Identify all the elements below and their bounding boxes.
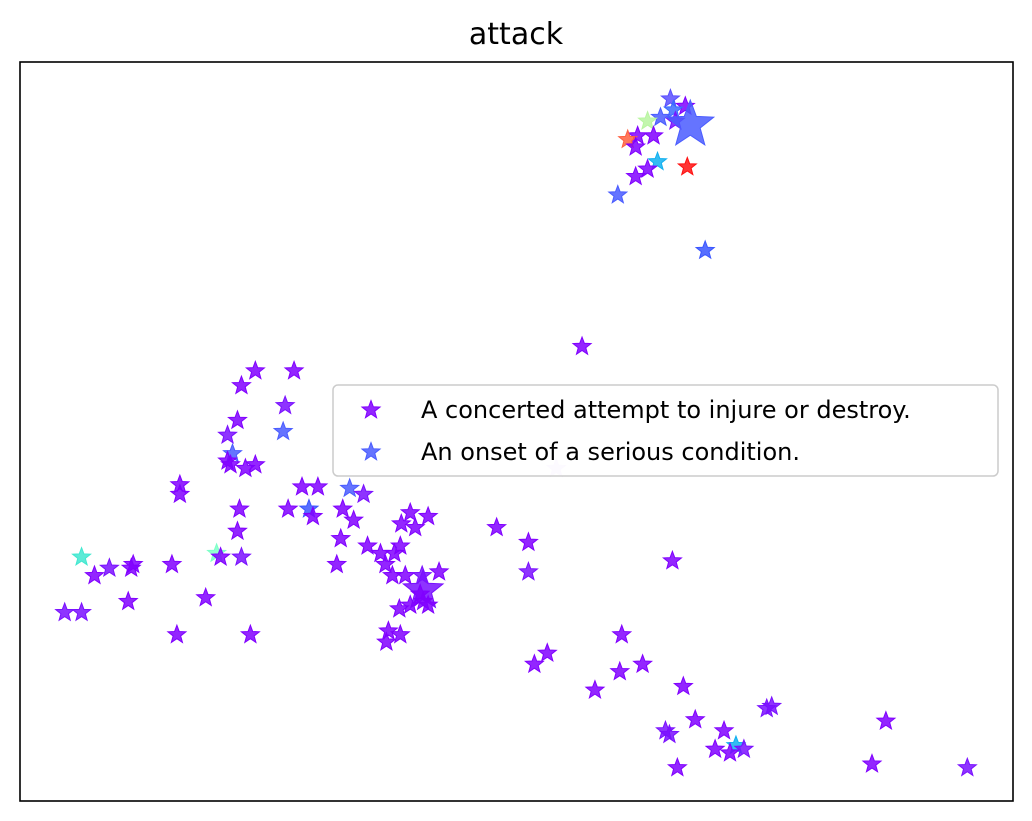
data-point-3: [650, 106, 671, 127]
data-point-102: [704, 738, 726, 759]
data-point-15: [607, 184, 629, 204]
data-point-81: [71, 601, 92, 622]
chart-title: attack: [469, 17, 564, 52]
data-point-46: [404, 516, 426, 537]
data-point-8: [643, 124, 664, 145]
data-point-70: [428, 560, 450, 581]
data-point-55: [231, 546, 252, 566]
data-point-76: [195, 586, 217, 607]
data-point-47: [486, 516, 508, 537]
data-point-36: [353, 483, 374, 504]
data-point-75: [417, 594, 439, 615]
data-point-58: [71, 546, 92, 566]
data-point-59: [662, 549, 683, 570]
legend-label-1: An onset of a serious condition.: [421, 438, 800, 466]
data-point-12: [676, 156, 698, 176]
data-point-32: [169, 483, 191, 504]
data-point-11: [647, 150, 668, 171]
data-point-43: [399, 501, 421, 522]
data-point-10: [625, 136, 647, 156]
data-point-41: [332, 498, 354, 518]
data-point-50: [518, 531, 539, 552]
data-point-37: [229, 498, 250, 518]
data-point-40: [302, 505, 324, 526]
data-point-87: [611, 623, 633, 644]
data-point-22: [227, 409, 248, 430]
data-point-35: [339, 477, 361, 498]
data-point-23: [272, 420, 294, 441]
data-point-98: [659, 723, 680, 744]
data-point-80: [54, 601, 76, 622]
data-point-78: [399, 594, 421, 615]
data-point-91: [609, 660, 631, 681]
legend-label-0: A concerted attempt to injure or destroy…: [421, 396, 911, 424]
points-layer: [54, 88, 978, 777]
legend-star-1: [360, 441, 382, 461]
legend-box: [332, 384, 999, 477]
data-point-77: [117, 590, 139, 611]
data-point-92: [584, 679, 606, 699]
data-point-99: [713, 719, 735, 740]
data-point-65: [98, 557, 120, 578]
data-point-107: [956, 756, 978, 777]
legend: A concerted attempt to injure or destroy…: [332, 384, 999, 477]
data-point-44: [417, 505, 439, 526]
data-point-2: [663, 99, 684, 119]
data-point-38: [277, 498, 299, 518]
data-point-82: [378, 620, 399, 640]
data-point-83: [389, 623, 411, 644]
data-point-14: [625, 165, 647, 186]
data-point-29: [244, 453, 266, 474]
data-point-49: [330, 527, 352, 548]
data-point-5: [637, 110, 658, 130]
data-point-57: [210, 546, 231, 566]
data-point-89: [523, 653, 545, 674]
data-point-16: [694, 239, 716, 260]
data-point-48: [227, 520, 248, 541]
data-point-84: [376, 631, 397, 651]
data-point-62: [120, 557, 142, 578]
data-point-45: [390, 512, 412, 533]
data-point-85: [166, 623, 188, 644]
data-point-54: [383, 542, 405, 563]
data-point-64: [375, 553, 396, 574]
data-point-68: [394, 564, 416, 585]
data-point-1: [674, 95, 696, 116]
data-point-103: [719, 742, 741, 762]
data-point-18: [244, 359, 266, 380]
data-point-86: [239, 623, 261, 644]
data-point-104: [733, 738, 755, 759]
legend-marker-1: [360, 441, 382, 461]
data-point-95: [761, 695, 783, 716]
data-point-71: [518, 560, 539, 581]
data-point-13: [637, 158, 658, 178]
data-point-90: [632, 653, 654, 674]
data-point-27: [220, 453, 241, 474]
data-point-20: [231, 374, 252, 395]
data-point-79: [388, 597, 410, 618]
data-point-106: [861, 753, 883, 773]
data-point-66: [84, 564, 105, 585]
data-point-96: [684, 708, 706, 729]
data-point-19: [283, 359, 305, 380]
data-point-61: [161, 553, 183, 574]
data-point-34: [307, 476, 329, 496]
data-point-93: [672, 675, 694, 696]
data-point-100: [875, 710, 897, 731]
data-point-63: [326, 553, 348, 574]
data-point-21: [274, 394, 296, 415]
data-point-0: [660, 88, 681, 108]
data-point-42: [343, 509, 365, 530]
legend-star-0: [360, 399, 382, 419]
data-point-24: [217, 424, 238, 445]
data-point-88: [536, 642, 558, 663]
legend-marker-0: [360, 399, 382, 419]
data-point-17: [571, 335, 593, 356]
data-point-52: [357, 535, 378, 555]
data-point-6: [665, 98, 716, 146]
data-point-105: [666, 756, 688, 777]
